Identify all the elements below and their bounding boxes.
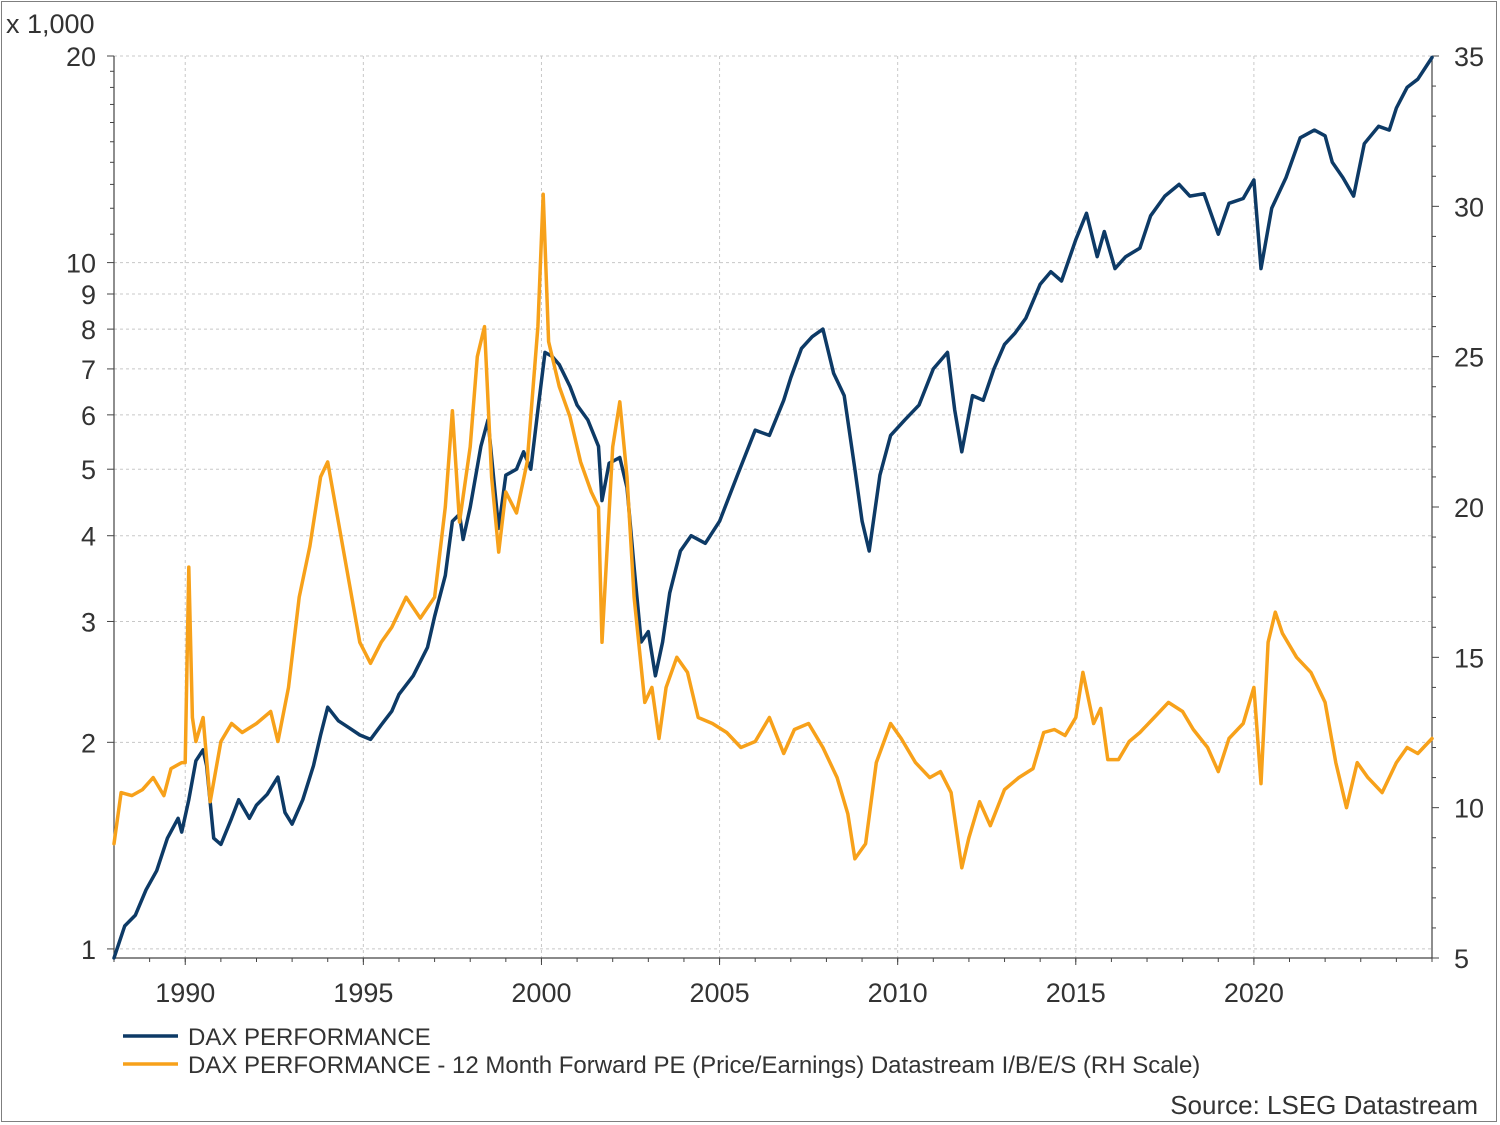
series-layer [112,55,1434,960]
right-tick-label: 20 [1454,493,1484,523]
right-tick-label: 30 [1454,192,1484,222]
grid-layer [114,55,1432,958]
source-label: Source: LSEG Datastream [1170,1090,1478,1120]
series-line-dax [112,55,1434,960]
left-tick-label: 8 [81,315,96,345]
axes-layer: 1990 1995 2000 2005 2010 2015 2020123456789102… [66,42,1484,1008]
left-tick-label: 5 [81,455,96,485]
x-tick-label: 2010 [868,978,928,1008]
legend-label-pe: DAX PERFORMANCE - 12 Month Forward PE (P… [188,1052,1200,1079]
right-tick-label: 10 [1454,794,1484,824]
x-tick-label: 1995 [333,978,393,1008]
left-tick-label: 4 [81,522,96,552]
x-tick-label: 2000 [511,978,571,1008]
left-tick-label: 2 [81,728,96,758]
right-tick-label: 35 [1454,42,1484,72]
x-tick-label: 2005 [690,978,750,1008]
legend: DAX PERFORMANCE DAX PERFORMANCE - 12 Mon… [123,1024,1200,1079]
left-tick-label: 20 [66,42,96,72]
series-line-forward-pe [112,192,1434,870]
right-tick-label: 15 [1454,643,1484,673]
left-axis-unit-label: x 1,000 [6,9,95,39]
left-tick-label: 3 [81,607,96,637]
legend-label-dax: DAX PERFORMANCE [188,1024,431,1051]
x-tick-label: 1990 [155,978,215,1008]
right-tick-label: 5 [1454,944,1469,974]
right-tick-label: 25 [1454,343,1484,373]
left-tick-label: 7 [81,355,96,385]
left-tick-label: 6 [81,401,96,431]
left-tick-label: 1 [81,935,96,965]
x-tick-label: 2015 [1046,978,1106,1008]
x-tick-label: 2020 [1224,978,1284,1008]
left-tick-label: 10 [66,249,96,279]
left-tick-label: 9 [81,280,96,310]
